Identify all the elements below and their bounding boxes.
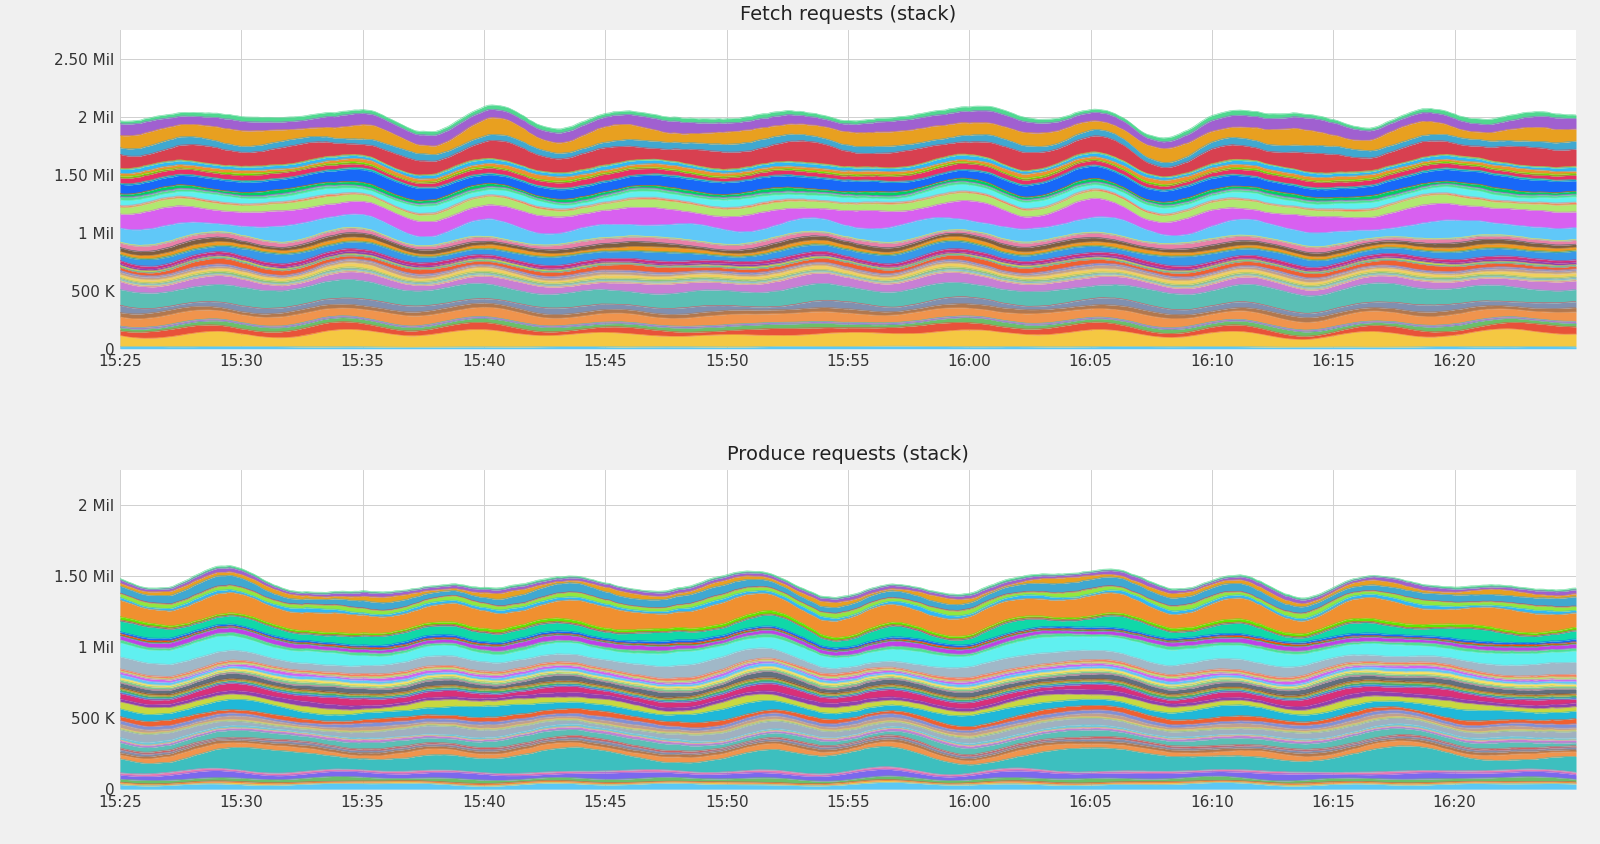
Title: Produce requests (stack): Produce requests (stack): [726, 446, 970, 464]
Title: Fetch requests (stack): Fetch requests (stack): [739, 5, 957, 24]
